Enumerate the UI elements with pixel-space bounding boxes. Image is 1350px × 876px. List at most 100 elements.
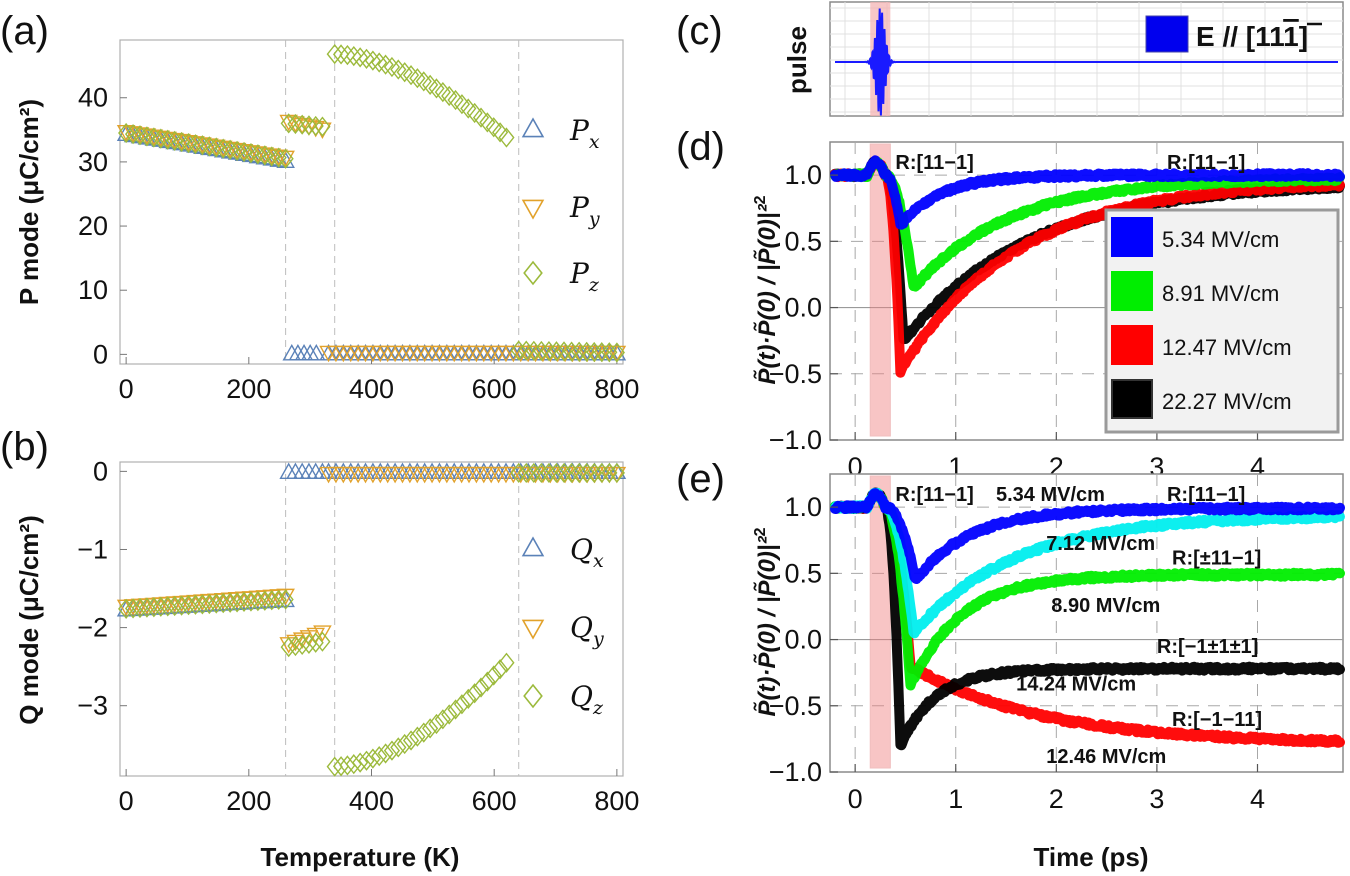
panel-c-pulse-plot: pulse E // [111]	[782, 1, 1344, 117]
panel-label-e: (e)	[676, 457, 725, 501]
a-pz-point	[491, 122, 509, 143]
a-py-point	[151, 130, 171, 148]
a-legend-marker-pz	[523, 260, 543, 286]
a-legend-marker-px	[521, 117, 545, 138]
a-xtick-label-4: 800	[594, 374, 639, 404]
panel-e-ylabel: P̃(t)·P̃(0) / |P̃(0)|²2	[752, 527, 781, 716]
b-qz-point	[131, 597, 149, 619]
a-py-point	[227, 142, 247, 160]
b-legend-subscript: x	[593, 550, 604, 572]
b-qy-point	[313, 625, 332, 642]
d-ylabel-superscript: 2	[752, 195, 769, 204]
a-pz-point	[280, 113, 297, 134]
b-qz-point	[491, 659, 509, 680]
a-pz-point	[314, 116, 331, 137]
b-qz-point	[428, 713, 445, 735]
a-legend-marker-py	[521, 199, 545, 220]
b-qz-point	[187, 594, 204, 615]
b-qz-point	[390, 737, 407, 758]
e-annotation-9: 12.46 MV/cm	[1046, 746, 1166, 768]
a-pz-point	[138, 126, 156, 147]
b-qz-point	[180, 595, 197, 616]
a-py-point	[186, 136, 205, 153]
a-py-point	[200, 138, 219, 155]
a-py-point	[286, 116, 305, 133]
b-qz-point	[242, 591, 260, 612]
a-py-point	[144, 129, 164, 146]
b-qz-point	[601, 462, 618, 484]
e-xtick-label-0: 0	[848, 784, 863, 814]
a-py-point	[607, 345, 627, 363]
panel-d-legend: 5.34 MV/cm 8.91 MV/cm 12.47 MV/cm 22.27 MV/…	[1104, 208, 1340, 434]
b-qz-point	[124, 598, 142, 619]
a-pz-point	[256, 145, 273, 166]
e-annotation-7: 14.24 MV/cm	[1016, 673, 1136, 695]
b-qx-point	[607, 462, 627, 480]
b-qz-point	[152, 596, 169, 617]
e-series-line-4	[830, 488, 1345, 584]
d-legend-swatch-3	[1111, 379, 1153, 419]
d-annotation-1: R:[11−1]	[1167, 152, 1245, 174]
a-pz-point	[235, 141, 253, 163]
panel-b-q-mode-plot: 0 200 400 600 800 0 −1 −2 −3 Q mode (μC/cm²) Tem…	[14, 456, 639, 872]
a-py-point	[292, 117, 312, 135]
b-qz-point	[159, 596, 176, 617]
d-pulse-window	[869, 143, 891, 437]
b-qz-point	[383, 740, 401, 761]
a-xtick-label-0: 0	[119, 374, 134, 404]
b-qz-point	[563, 462, 580, 484]
b-qz-point	[228, 592, 246, 613]
a-py-point	[206, 139, 226, 157]
b-qz-point	[466, 683, 483, 704]
b-qz-point	[533, 462, 550, 484]
a-legend-symbol: P	[569, 114, 590, 147]
e-annotation-2: R:[11−1]	[1167, 484, 1245, 506]
panel-c-legend-swatch	[1145, 15, 1189, 53]
a-pz-point	[563, 341, 580, 362]
b-qz-point	[235, 591, 253, 613]
b-qz-point	[371, 746, 388, 767]
b-qz-point	[277, 589, 294, 610]
e-annotation-5: 8.90 MV/cm	[1051, 595, 1160, 617]
b-legend-label-qx: Qx	[570, 533, 604, 572]
a-pz-point	[270, 147, 287, 168]
a-pz-point	[222, 139, 239, 160]
b-qz-point	[593, 462, 610, 484]
b-qz-point	[479, 671, 496, 692]
a-pz-point	[383, 56, 401, 78]
e-xtick-label-4: 4	[1250, 784, 1265, 814]
e-ylabel-superscript: 2	[752, 527, 769, 536]
e-annotation-6: R:[−1±1±1]	[1157, 636, 1258, 658]
panel-a-p-mode-plot: 0 200 400 600 800 0 10 20 30 40 P mode (μC/cm²) P…	[14, 39, 639, 404]
b-qz-point	[422, 718, 439, 739]
a-pz-point	[525, 340, 542, 361]
d-series-line-1	[830, 156, 1345, 378]
b-qz-point	[145, 597, 162, 618]
c-pulse-trace	[835, 8, 1338, 116]
a-pz-point	[371, 52, 388, 73]
d-ytick-label-1: 0.5	[784, 226, 822, 256]
b-qz-point	[472, 677, 490, 698]
a-ytick-label-2: 20	[78, 211, 108, 241]
a-pz-point	[249, 144, 266, 165]
b-xtick-label-4: 800	[594, 786, 639, 816]
b-qz-point	[578, 462, 595, 484]
b-qz-point	[453, 694, 471, 715]
b-qy-point	[607, 466, 627, 484]
a-legend-subscript: x	[589, 131, 600, 153]
a-legend-subscript: y	[588, 208, 600, 230]
a-pz-point	[277, 148, 294, 169]
b-qz-point	[138, 597, 156, 618]
b-qz-point	[166, 595, 183, 617]
b-qz-point	[270, 589, 287, 611]
a-py-point	[269, 149, 288, 167]
panel-b-xlabel: Temperature (K)	[261, 842, 460, 872]
a-pz-point	[540, 340, 558, 362]
panel-label-a: (a)	[0, 9, 49, 53]
b-qz-point	[485, 665, 502, 686]
b-qz-point	[555, 462, 573, 484]
b-xtick-label-0: 0	[119, 786, 134, 816]
e-ytick-label-1: 0.5	[784, 558, 822, 588]
b-ytick-label-0: 0	[93, 456, 108, 486]
